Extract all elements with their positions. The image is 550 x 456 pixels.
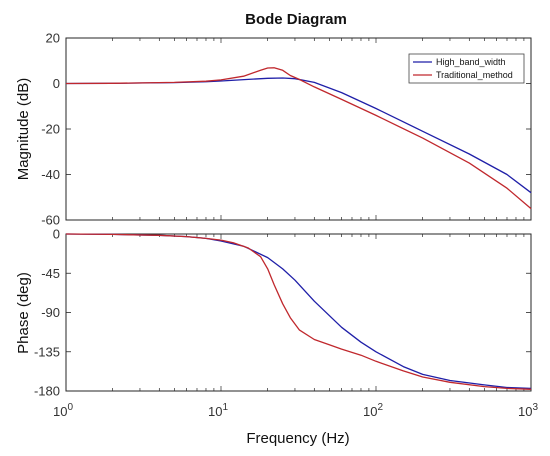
phase-series-traditional-method xyxy=(65,233,532,390)
x-axis-label: Frequency (Hz) xyxy=(246,430,349,447)
x-tick-label: 103 xyxy=(518,402,538,419)
magnitude-series-traditional-method xyxy=(65,67,532,210)
magnitude-y-tick-label: 0 xyxy=(53,76,60,91)
magnitude-y-tick-label: 20 xyxy=(46,31,60,46)
x-tick-label: 101 xyxy=(208,402,228,419)
legend-box xyxy=(408,53,525,84)
phase-y-tick-label: -90 xyxy=(41,305,60,320)
phase-plot-area xyxy=(65,233,532,392)
chart-title: Bode Diagram xyxy=(245,11,347,28)
legend: High_band_width Traditional_method xyxy=(408,53,525,84)
x-tick-label: 100 xyxy=(53,402,73,419)
y-axis-label-phase: Phase (deg) xyxy=(15,272,32,354)
x-tick-label: 102 xyxy=(363,402,383,419)
magnitude-y-tick-label: -60 xyxy=(41,213,60,228)
legend-label-high-band-width: High_band_width xyxy=(436,57,506,67)
magnitude-y-tick-label: -40 xyxy=(41,167,60,182)
legend-label-traditional-method: Traditional_method xyxy=(436,70,513,80)
phase-y-tick-label: -45 xyxy=(41,266,60,281)
magnitude-y-tick-label: -20 xyxy=(41,122,60,137)
phase-y-tick-label: 0 xyxy=(53,227,60,242)
phase-panel: 0 -45 -90 -135 -180 xyxy=(34,227,532,399)
y-axis-label-magnitude: Magnitude (dB) xyxy=(15,78,32,181)
phase-y-tick-label: -180 xyxy=(34,384,60,399)
phase-y-tick-label: -135 xyxy=(34,344,60,359)
x-tick-labels: 100 101 102 103 xyxy=(53,402,538,419)
